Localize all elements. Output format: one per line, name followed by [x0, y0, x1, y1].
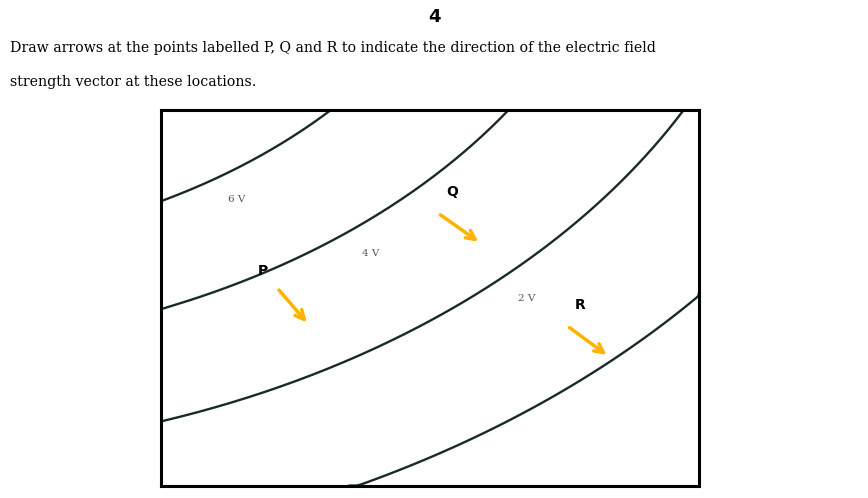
Text: 2 V: 2 V: [518, 294, 536, 303]
Text: 6 V: 6 V: [228, 195, 246, 204]
Text: R: R: [575, 298, 586, 312]
Text: Draw arrows at the points labelled P, Q and R to indicate the direction of the e: Draw arrows at the points labelled P, Q …: [10, 41, 656, 55]
Text: strength vector at these locations.: strength vector at these locations.: [10, 75, 257, 89]
Text: P: P: [258, 264, 267, 278]
Text: Q: Q: [446, 185, 457, 199]
Text: 4 V: 4 V: [362, 249, 379, 257]
Text: 4: 4: [428, 8, 440, 26]
